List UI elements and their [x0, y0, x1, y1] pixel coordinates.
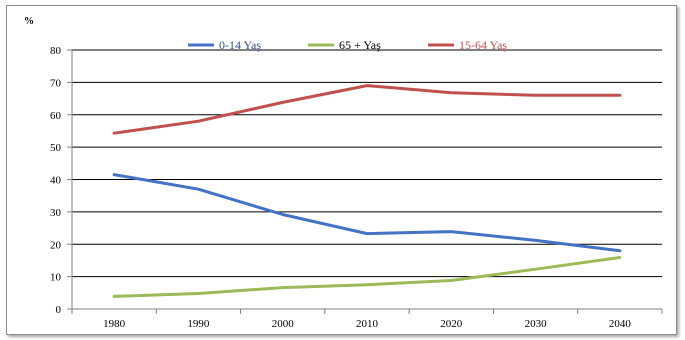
legend-label-2: 15-64 Yaş — [459, 38, 507, 52]
y-tick-label: 40 — [50, 175, 62, 187]
x-tick-labels: 1980 1990 2000 2010 2020 2030 2040 — [103, 318, 631, 330]
legend-label-0: 0-14 Yaş — [219, 38, 261, 52]
y-tick-label: 0 — [56, 304, 62, 316]
x-tick-label: 1990 — [187, 318, 210, 330]
chart-frame — [6, 5, 677, 335]
legend-label-1: 65 + Yaş — [339, 38, 381, 52]
gridlines — [72, 49, 662, 278]
axes — [67, 49, 663, 314]
legend: 0-14 Yaş 65 + Yaş 15-64 Yaş — [188, 38, 507, 52]
y-tick-label: 60 — [50, 110, 62, 122]
x-tick-label: 2030 — [525, 318, 548, 330]
y-tick-label: 10 — [50, 272, 62, 284]
x-tick-label: 2040 — [609, 318, 632, 330]
y-tick-labels: 0 10 20 30 40 50 60 70 80 — [50, 45, 62, 316]
y-tick-label: 20 — [50, 239, 62, 251]
series-lines — [112, 84, 622, 298]
y-tick-label: 80 — [50, 45, 62, 57]
series-line-2 — [112, 84, 622, 135]
y-axis-unit-label: % — [24, 16, 34, 27]
x-tick-label: 1980 — [103, 318, 126, 330]
x-tick-label: 2020 — [440, 318, 463, 330]
x-tick-label: 2010 — [356, 318, 379, 330]
y-tick-label: 70 — [50, 77, 62, 89]
series-line-1 — [112, 256, 622, 298]
x-tick-label: 2000 — [272, 318, 295, 330]
y-tick-label: 50 — [50, 142, 62, 154]
y-tick-label: 30 — [50, 207, 62, 219]
series-line-0 — [112, 173, 622, 253]
